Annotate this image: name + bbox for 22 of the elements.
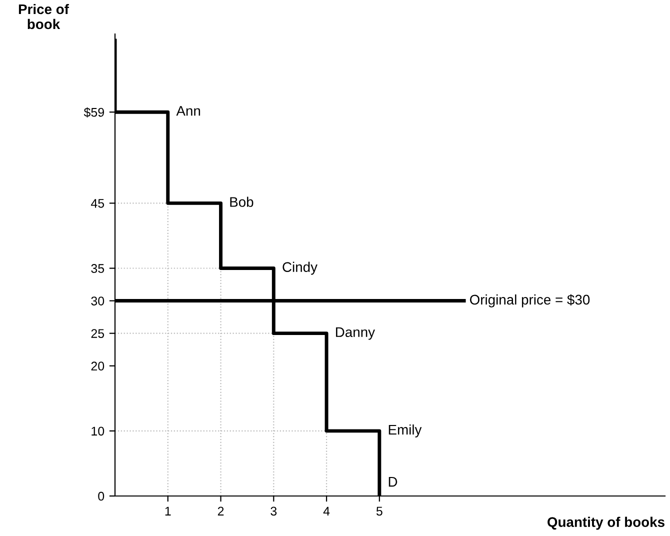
annotation: Cindy: [282, 262, 318, 275]
annotation: D: [388, 477, 398, 487]
x-tick-label: 4: [323, 506, 330, 516]
series-label: Original price = $30: [470, 294, 590, 308]
x-tick-label: 2: [218, 506, 224, 516]
annotation: Bob: [230, 196, 254, 207]
y-tick-label: 30: [91, 296, 104, 306]
y-tick-label: 0: [98, 492, 104, 501]
x-axis-title: Quantity of books: [548, 516, 664, 530]
x-tick-label: 5: [376, 506, 382, 516]
y-tick-label: 25: [91, 329, 104, 338]
y-tick-label: 45: [90, 199, 104, 208]
y-tick-label: 35: [91, 264, 104, 273]
y-tick-label: 10: [92, 426, 104, 436]
x-tick-label: 3: [270, 506, 277, 516]
annotation: Emily: [388, 424, 422, 438]
y-axis-title: Price of book: [18, 4, 69, 30]
annotation: Danny: [336, 327, 375, 340]
y-tick-label: $59: [84, 107, 104, 118]
annotation: Ann: [176, 106, 200, 116]
y-tick-label: 20: [91, 362, 104, 371]
x-tick-label: 1: [165, 506, 171, 516]
